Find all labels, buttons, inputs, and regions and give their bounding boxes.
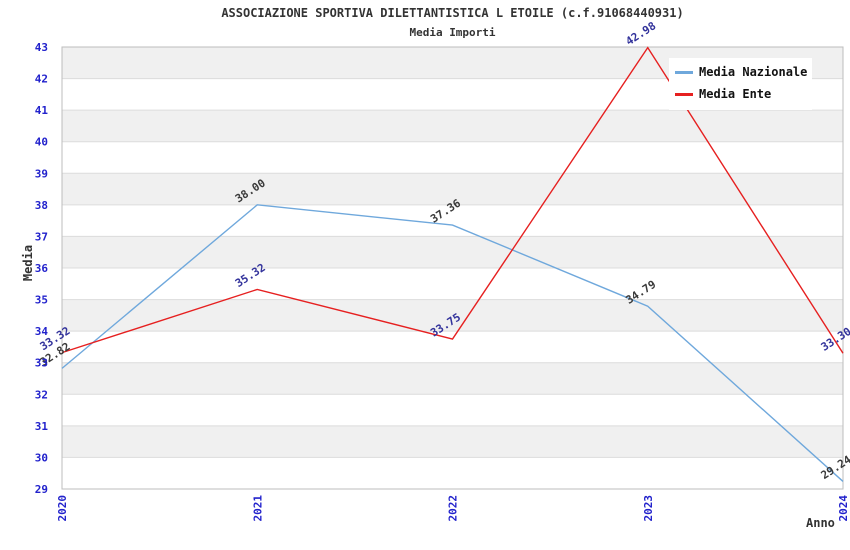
y-tick-label: 35: [35, 294, 48, 307]
x-tick-labels: 2020 2021 2022 2023 2024: [56, 495, 850, 522]
legend-label-media-nazionale: Media Nazionale: [699, 65, 808, 79]
y-tick-label: 31: [35, 420, 49, 433]
legend-item-media-ente: Media Ente: [675, 87, 810, 101]
plot-border: [61, 46, 844, 490]
x-tick-label: 2023: [642, 495, 655, 522]
x-axis-title: Anno: [806, 516, 835, 530]
y-tick-label: 37: [35, 230, 48, 243]
chart-subtitle: Media Importi: [409, 26, 496, 39]
y-tick-label: 34: [35, 325, 49, 338]
y-tick-label: 36: [35, 262, 49, 275]
x-tick-label: 2022: [447, 495, 460, 522]
y-tick-label: 43: [35, 41, 48, 54]
x-tick-label: 2021: [251, 495, 264, 522]
legend: Media Nazionale Media Ente: [669, 58, 812, 110]
legend-label-media-ente: Media Ente: [699, 87, 772, 101]
legend-swatch-media-nazionale-icon: [675, 70, 693, 74]
y-tick-label: 38: [35, 199, 48, 212]
y-tick-label: 42: [35, 73, 48, 86]
line-media-ente: [61, 46, 844, 354]
chart-title: ASSOCIAZIONE SPORTIVA DILETTANTISTICA L …: [221, 6, 684, 20]
y-tick-labels: 29 30 31 32 33 34 35 36 37 38 39 40 41 42 43: [35, 41, 49, 496]
y-tick-label: 29: [35, 483, 48, 496]
y-tick-label: 30: [35, 451, 48, 464]
y-axis-title: Media: [21, 244, 35, 282]
y-tick-label: 39: [35, 167, 48, 180]
x-tick-label: 2020: [56, 495, 69, 522]
legend-swatch-media-ente-icon: [675, 92, 693, 96]
x-tick-label: 2024: [837, 495, 850, 522]
legend-item-media-nazionale: Media Nazionale: [675, 65, 810, 79]
y-tick-label: 32: [35, 388, 48, 401]
y-tick-label: 41: [35, 104, 49, 117]
y-tick-label: 40: [35, 136, 48, 149]
y-tick-label: 33: [35, 357, 48, 370]
line-media-nazionale: [61, 204, 844, 482]
